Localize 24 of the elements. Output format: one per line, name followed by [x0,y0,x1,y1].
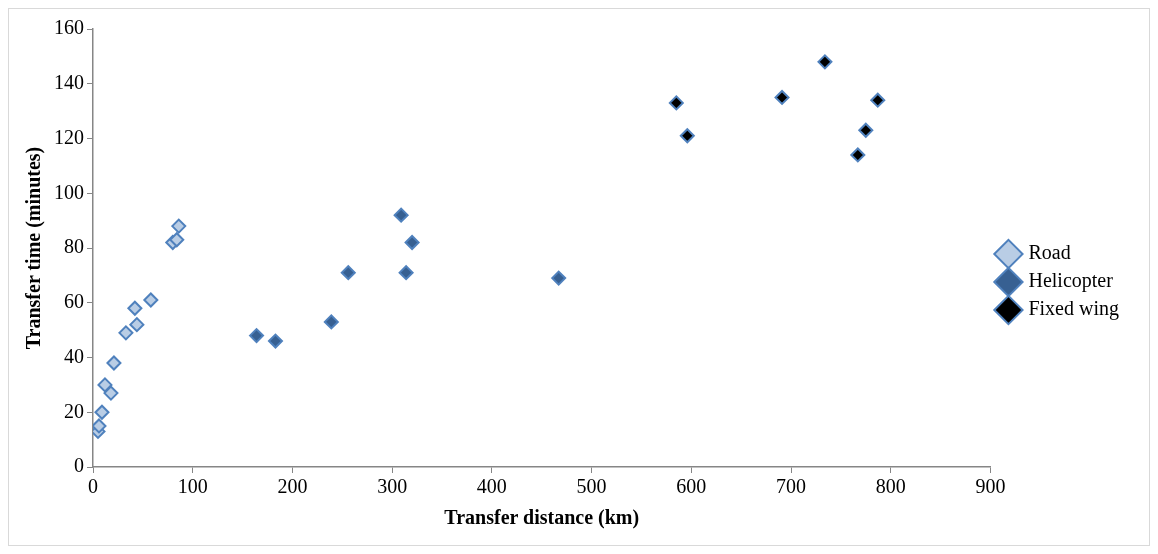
x-tick-label: 900 [975,475,1006,498]
legend-label: Helicopter [1028,269,1114,293]
legend-label: Fixed wing [1028,297,1120,321]
y-tick-label: 20 [64,399,84,422]
y-tick-label: 100 [54,180,84,203]
x-tick-label: 400 [476,475,507,498]
y-tick-label: 40 [64,344,84,367]
y-tick-label: 140 [54,71,84,93]
y-tick-label: 0 [74,454,84,477]
y-tick-label: 160 [54,16,84,39]
legend-label: Road [1028,241,1071,264]
y-axis-title: Transfer time (minutes) [22,146,46,350]
x-tick-label: 0 [88,475,98,498]
x-tick-label: 700 [776,475,807,498]
y-tick-label: 120 [54,125,84,148]
y-tick-label: 60 [64,290,84,312]
x-tick-label: 300 [377,475,408,498]
x-tick-label: 200 [277,475,308,498]
x-tick-label: 800 [875,475,906,498]
x-tick-label: 500 [576,475,607,498]
x-tick-label: 600 [676,475,707,498]
x-tick-label: 100 [177,475,208,498]
y-tick-label: 80 [64,235,84,258]
x-axis-title: Transfer distance (km) [444,506,640,530]
